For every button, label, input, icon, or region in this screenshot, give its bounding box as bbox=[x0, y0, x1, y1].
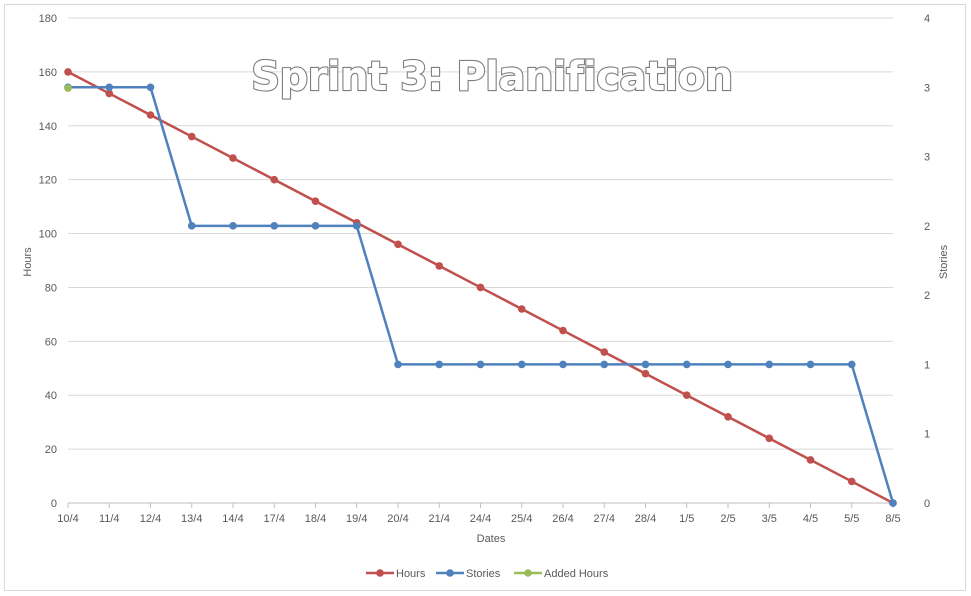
hours-point bbox=[641, 369, 650, 378]
hours-point bbox=[476, 283, 485, 292]
stories-point bbox=[187, 222, 196, 230]
y-tick-label: 60 bbox=[45, 336, 57, 348]
stories-point bbox=[435, 360, 444, 369]
hours-point bbox=[435, 262, 444, 270]
hours-point bbox=[394, 240, 402, 249]
x-tick-label: 4/5 bbox=[803, 513, 818, 525]
x-tick-label: 27/4 bbox=[594, 513, 615, 525]
x-tick-label: 1/5 bbox=[679, 513, 694, 525]
stories-point bbox=[394, 360, 402, 369]
series-layer bbox=[64, 68, 897, 507]
x-axis-ticks: 10/4 11/4 12/4 13/4 14/4 17/4 18/4 19/4 20/4 21/4… bbox=[57, 513, 900, 525]
hours-point bbox=[311, 197, 320, 206]
stories-point bbox=[847, 360, 856, 369]
stories-point bbox=[270, 222, 279, 230]
hours-point bbox=[146, 111, 155, 119]
y2-tick-label: 4 bbox=[924, 13, 930, 25]
stories-point bbox=[476, 360, 485, 369]
legend-label-hours: Hours bbox=[396, 568, 426, 580]
y2-tick-label: 3 bbox=[924, 82, 930, 94]
stories-point bbox=[765, 360, 774, 369]
y2-tick-label: 2 bbox=[924, 221, 930, 233]
x-tick-label: 19/4 bbox=[346, 513, 367, 525]
added-hours-point bbox=[64, 84, 72, 92]
hours-point bbox=[517, 305, 526, 313]
x-tick-label: 21/4 bbox=[429, 513, 450, 525]
gridlines bbox=[67, 17, 894, 508]
x-tick-label: 17/4 bbox=[264, 513, 285, 525]
legend-label-stories: Stories bbox=[466, 568, 501, 580]
stories-point bbox=[600, 360, 609, 369]
legend-marker-hours bbox=[376, 569, 384, 577]
y2-tick-label: 1 bbox=[924, 429, 930, 441]
chart-frame bbox=[4, 4, 966, 591]
x-axis-title: Dates bbox=[477, 533, 506, 545]
x-tick-label: 14/4 bbox=[222, 513, 243, 525]
hours-point bbox=[806, 456, 815, 464]
stories-point bbox=[641, 360, 650, 369]
y-tick-label: 180 bbox=[39, 13, 57, 25]
y-tick-label: 160 bbox=[39, 67, 57, 79]
hours-point bbox=[229, 154, 237, 162]
hours-point bbox=[105, 89, 114, 98]
stories-point bbox=[806, 360, 815, 369]
hours-point bbox=[847, 477, 856, 486]
hours-point bbox=[270, 175, 279, 184]
x-tick-label: 11/4 bbox=[99, 513, 120, 525]
stories-point bbox=[889, 499, 897, 507]
x-tick-label: 26/4 bbox=[552, 513, 573, 525]
x-tick-label: 2/5 bbox=[720, 513, 735, 525]
chart-title: Sprint 3: Planification bbox=[251, 54, 732, 100]
y-tick-label: 100 bbox=[39, 229, 57, 241]
y-tick-label: 80 bbox=[45, 282, 57, 294]
y-tick-label: 0 bbox=[51, 498, 57, 510]
y-axis-title: Hours bbox=[22, 247, 34, 277]
y2-tick-label: 2 bbox=[924, 290, 930, 302]
stories-point bbox=[517, 360, 526, 369]
x-tick-label: 12/4 bbox=[140, 513, 161, 525]
y2-tick-label: 0 bbox=[924, 498, 930, 510]
y-tick-label: 120 bbox=[39, 175, 57, 187]
hours-point bbox=[64, 68, 72, 76]
legend-label-added-hours: Added Hours bbox=[544, 568, 609, 580]
hours-point bbox=[724, 412, 732, 421]
x-tick-label: 20/4 bbox=[387, 513, 408, 525]
stories-point bbox=[559, 360, 567, 369]
stories-point bbox=[229, 222, 237, 230]
x-tick-label: 13/4 bbox=[181, 513, 202, 525]
hours-point bbox=[765, 434, 774, 443]
legend-marker-added-hours bbox=[524, 569, 532, 577]
x-tick-label: 28/4 bbox=[635, 513, 656, 525]
x-tick-label: 3/5 bbox=[762, 513, 777, 525]
y2-axis-ticks: 0 1 1 2 2 3 3 4 bbox=[924, 13, 930, 510]
stories-point bbox=[146, 83, 155, 92]
y-tick-label: 20 bbox=[45, 444, 57, 456]
hours-point bbox=[682, 391, 691, 400]
hours-point bbox=[600, 348, 609, 356]
stories-point bbox=[311, 222, 320, 230]
stories-point bbox=[105, 83, 114, 92]
y2-tick-label: 3 bbox=[924, 152, 930, 164]
x-tick-label: 25/4 bbox=[511, 513, 532, 525]
y-tick-label: 40 bbox=[45, 390, 57, 402]
legend-marker-stories bbox=[446, 569, 454, 577]
y-tick-label: 140 bbox=[39, 121, 57, 133]
y2-axis-title: Stories bbox=[938, 244, 950, 279]
x-tick-label: 18/4 bbox=[305, 513, 326, 525]
y2-tick-label: 1 bbox=[924, 359, 930, 371]
stories-point bbox=[724, 360, 732, 369]
stories-point bbox=[352, 222, 361, 230]
x-tick-label: 24/4 bbox=[470, 513, 491, 525]
hours-point bbox=[559, 326, 567, 335]
hours-point bbox=[187, 132, 196, 141]
y-axis-ticks: 0 20 40 60 80 100 120 140 160 180 bbox=[39, 13, 57, 510]
x-tick-label: 8/5 bbox=[885, 513, 900, 525]
stories-point bbox=[682, 360, 691, 369]
legend: Hours Stories Added Hours bbox=[366, 568, 609, 580]
x-tick-label: 5/5 bbox=[844, 513, 859, 525]
x-tick-label: 10/4 bbox=[57, 513, 78, 525]
